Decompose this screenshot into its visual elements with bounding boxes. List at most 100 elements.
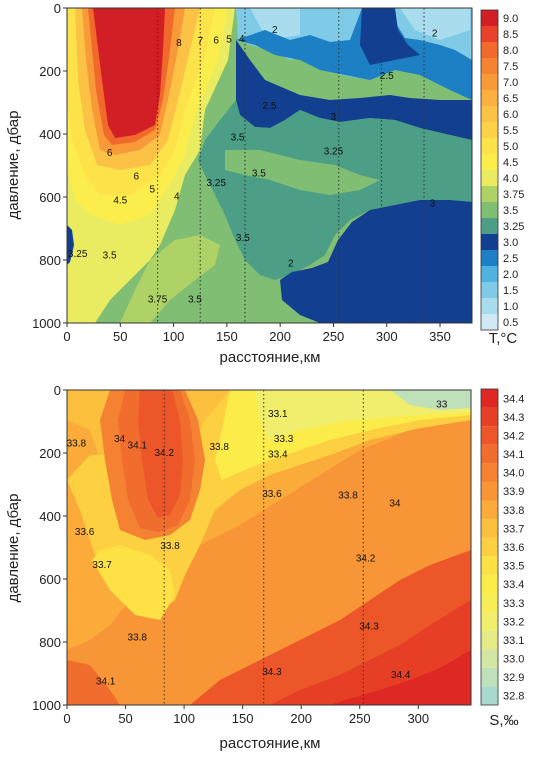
y-tick-label: 200 [39,446,61,461]
colorbar-level-label: 2.0 [503,269,518,281]
contour-label: 34.3 [262,667,282,678]
y-tick-label: 400 [39,127,61,142]
temperature-region-3-dark-a [360,8,420,65]
temperature-region-1-b [400,8,470,40]
contour-label: 34.2 [154,448,174,459]
colorbar-swatch [481,90,498,106]
x-tick-label: 300 [376,329,398,344]
colorbar-swatch [481,500,498,520]
contour-label: 6 [213,35,219,46]
contour-label: 4 [174,192,180,203]
x-tick-label: 50 [118,711,132,726]
x-tick-label: 0 [63,711,70,726]
colorbar-swatch [481,186,498,202]
contour-label: 33.3 [274,434,294,445]
colorbar-swatch [481,389,498,408]
colorbar-swatch [481,282,498,298]
temperature-colorbar-label: T,°C [489,330,518,347]
salinity-plot-frame [66,389,472,706]
colorbar-swatch [481,266,498,282]
colorbar-swatch [481,298,498,314]
contour-label: 3.75 [148,295,168,306]
contour-label: 5 [226,35,232,46]
colorbar-level-label: 34.3 [503,412,524,424]
temperature-region-3-5-patch [225,150,380,195]
colorbar-level-label: 34.2 [503,430,524,442]
x-tick-label: 200 [269,329,291,344]
colorbar-level-label: 3.25 [503,221,524,233]
contour-label: 3.25 [206,178,226,189]
colorbar-swatch [481,202,498,218]
x-tick-label: 150 [216,329,238,344]
salinity-x-axis-label: расстояние,км [220,735,321,752]
colorbar-swatch [481,170,498,186]
contour-label: 34 [389,499,401,510]
colorbar-level-label: 33.9 [503,486,524,498]
colorbar-level-label: 5.0 [503,141,518,153]
colorbar-level-label: 34.4 [503,393,524,405]
contour-label: 3 [430,198,436,209]
salinity-region-34-1-left [67,660,120,705]
colorbar-swatch [481,42,498,58]
colorbar-level-label: 33.7 [503,523,524,535]
colorbar-swatch [481,463,498,482]
contour-label: 5 [149,184,155,195]
contour-label: 6 [133,172,139,183]
contour-label: 2 [432,28,438,39]
y-tick-label: 400 [39,509,61,524]
colorbar-level-label: 6.0 [503,109,518,121]
temperature-y-axis-label: давление, дбар [5,111,22,220]
colorbar-level-label: 3.0 [503,237,518,249]
y-tick-label: 800 [39,253,61,268]
contour-label: 3.5 [103,250,117,261]
temperature-y-axis: 0 200 400 600 800 1000 [32,1,67,331]
x-tick-label: 350 [429,329,451,344]
colorbar-level-label: 7.0 [503,77,518,89]
colorbar-level-label: 4.0 [503,173,518,185]
contour-label: 2.5 [380,71,394,82]
contour-label: 3.25 [68,249,88,260]
temperature-region-3-upper [236,40,472,140]
contour-label: 3.5 [231,132,245,143]
y-tick-label: 0 [54,1,61,16]
temperature-region-3-75 [120,235,220,323]
colorbar-level-label: 9.0 [503,13,518,25]
colorbar-level-label: 33.2 [503,616,524,628]
contour-label: 33.6 [75,527,95,538]
colorbar-swatch [481,122,498,138]
salinity-region-34-2 [138,390,183,518]
y-tick-label: 1000 [32,316,61,331]
colorbar-level-label: 33.5 [503,561,524,573]
colorbar-swatch [481,106,498,122]
contour-label: 2 [288,258,294,269]
temperature-region-9 [93,8,165,138]
contour-label: 33.8 [128,632,148,643]
colorbar-level-label: 33.0 [503,654,524,666]
colorbar-level-label: 7.5 [503,61,518,73]
contour-label: 33.8 [67,439,87,450]
colorbar-swatch [481,10,498,26]
colorbar-swatch [481,154,498,170]
colorbar-swatch [481,407,498,427]
y-tick-label: 1000 [32,698,61,713]
contour-label: 33.6 [262,489,282,500]
contour-label: 34.1 [128,440,148,451]
contour-label: 7 [197,36,203,47]
colorbar-frame [480,9,499,331]
x-tick-label: 250 [349,711,371,726]
colorbar-swatch [481,58,498,74]
temperature-field [67,8,472,323]
contour-label: 3.5 [236,233,250,244]
contour-label: 33.8 [209,442,229,453]
colorbar-swatch [481,519,498,538]
contour-label: 8 [176,38,182,49]
colorbar-level-label: 2.5 [503,253,518,265]
colorbar-level-label: 1.0 [503,301,518,313]
contour-label: 34.1 [96,677,116,688]
contour-label: 34.4 [391,670,411,681]
x-tick-label: 0 [63,329,70,344]
contour-label: 33.4 [268,450,288,461]
